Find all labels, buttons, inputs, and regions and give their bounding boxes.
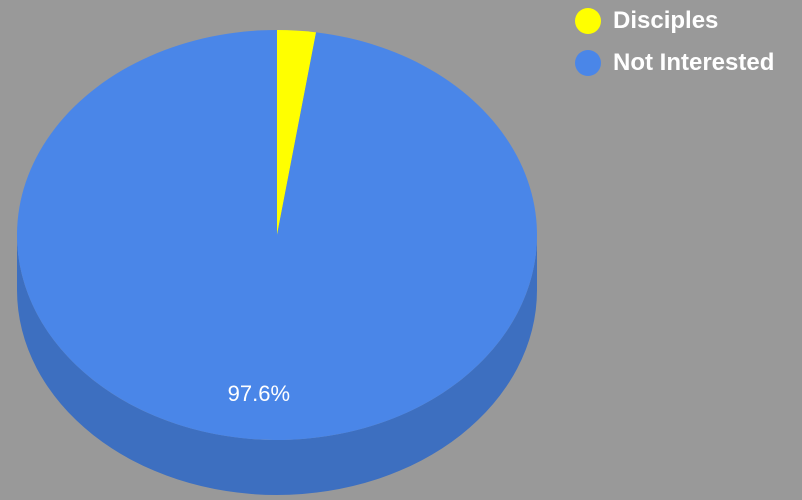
- data-label-not-interested: 97.6%: [228, 381, 290, 406]
- pie-side-not-interested: [17, 235, 537, 495]
- legend-label-not-interested: Not Interested: [613, 49, 775, 76]
- legend-swatch-disciples: [575, 8, 601, 34]
- legend-label-disciples: Disciples: [613, 7, 719, 34]
- legend-swatch-not-interested: [575, 50, 601, 76]
- pie-labels: 97.6%: [228, 381, 290, 406]
- legend-item-not-interested[interactable]: Not Interested: [575, 44, 774, 82]
- pie-sides: [17, 235, 537, 495]
- legend-item-disciples[interactable]: Disciples: [575, 2, 774, 40]
- pie-slice-not-interested[interactable]: [17, 30, 537, 440]
- legend: Disciples Not Interested: [575, 2, 774, 86]
- pie-tops: [17, 30, 537, 440]
- pie-slice-disciples[interactable]: [277, 30, 317, 235]
